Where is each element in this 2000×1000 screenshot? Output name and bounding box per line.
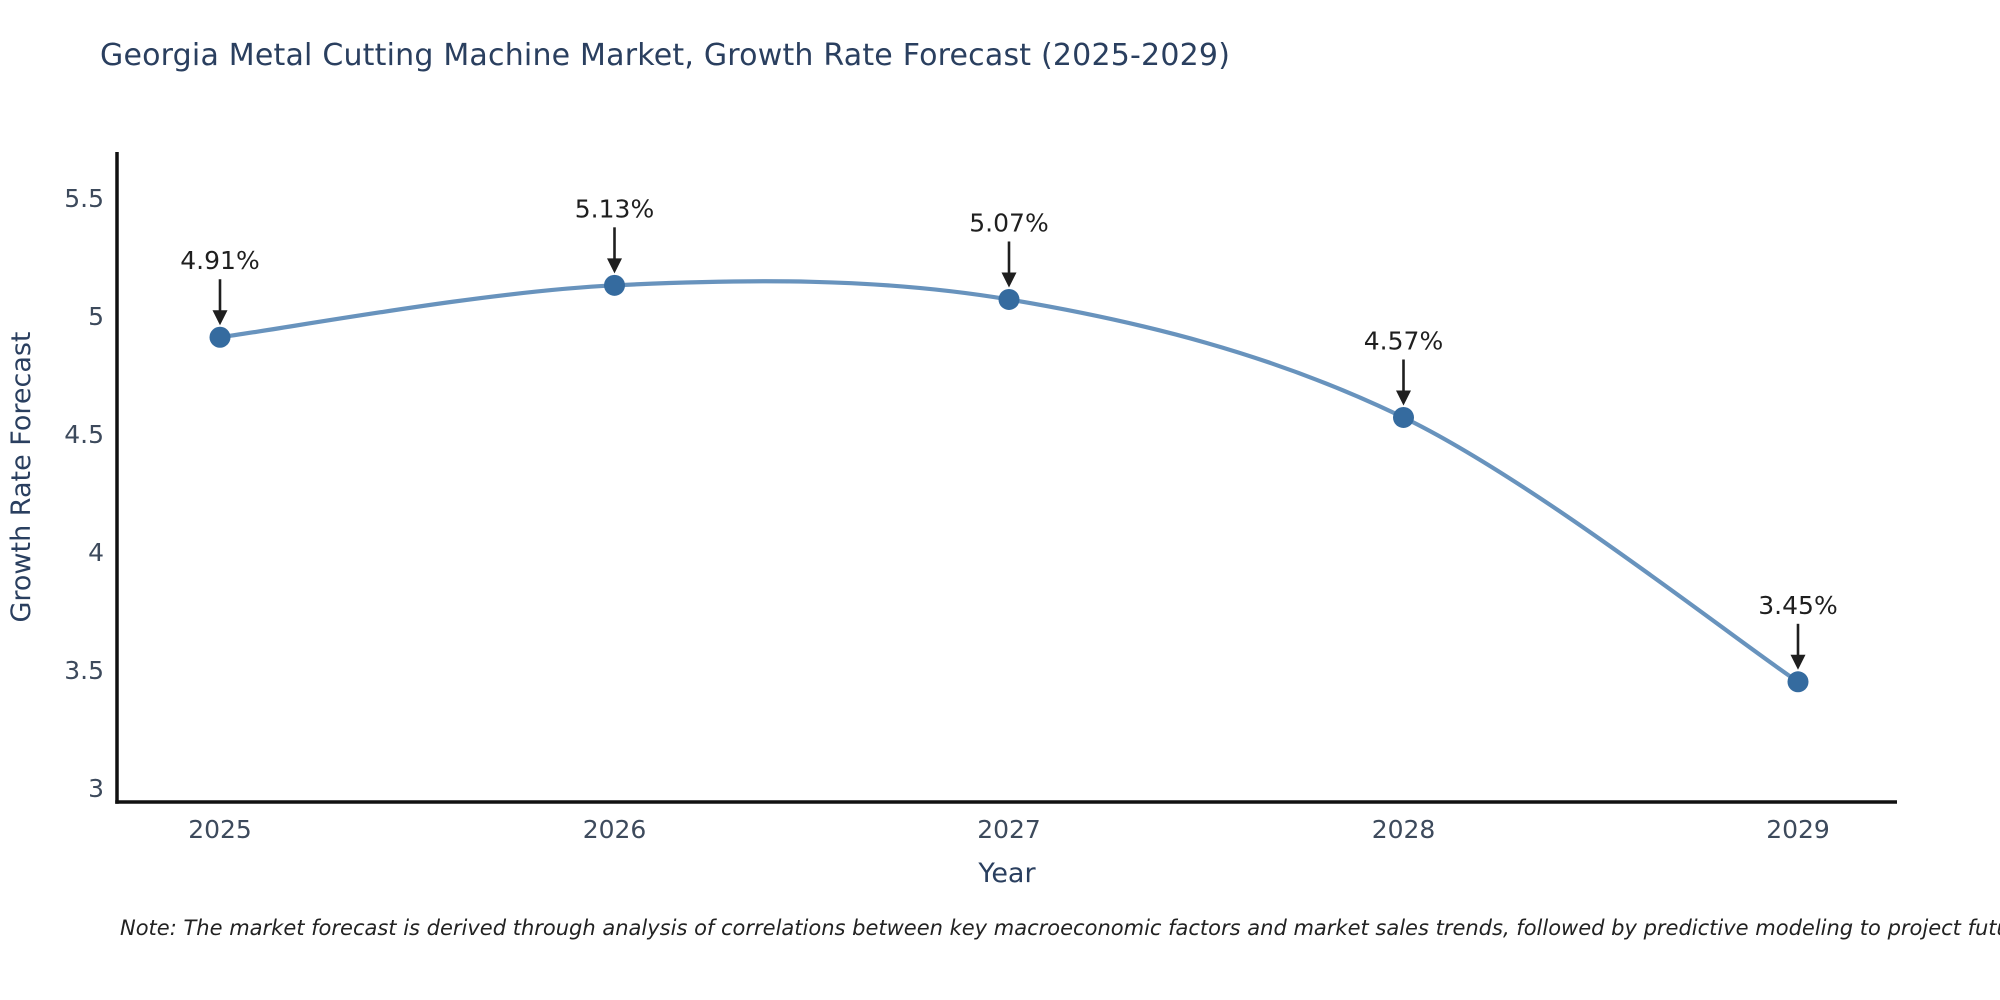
annotation-arrowhead-icon — [1396, 390, 1411, 406]
data-point-label: 4.57% — [1364, 326, 1443, 355]
y-tick-label: 5.5 — [64, 184, 104, 213]
data-point-label: 4.91% — [180, 246, 259, 275]
y-tick-label: 4.5 — [64, 420, 104, 449]
annotation-arrowhead-icon — [1790, 654, 1806, 670]
x-tick-label: 2029 — [1766, 815, 1830, 844]
y-tick-label: 3 — [88, 774, 104, 803]
y-axis-title: Growth Rate Forecast — [6, 331, 37, 622]
y-tick-label: 3.5 — [64, 656, 104, 685]
annotation-arrowhead-icon — [1001, 272, 1017, 288]
y-tick-label: 4 — [88, 538, 104, 567]
data-point-marker[interactable] — [604, 274, 625, 296]
data-point-label: 5.13% — [575, 194, 654, 223]
data-point-marker[interactable] — [1787, 671, 1809, 693]
x-tick-label: 2027 — [977, 815, 1041, 844]
data-point-label: 3.45% — [1758, 591, 1837, 620]
footnote-text: Note: The market forecast is derived thr… — [120, 916, 2000, 940]
data-point-label: 5.07% — [969, 208, 1048, 237]
x-axis-title: Year — [977, 858, 1036, 889]
annotation-arrowhead-icon — [607, 258, 622, 274]
data-point-marker[interactable] — [998, 288, 1020, 310]
x-tick-label: 2025 — [188, 815, 252, 844]
data-point-marker[interactable] — [1393, 406, 1414, 428]
y-tick-label: 5 — [88, 302, 104, 331]
data-point-marker[interactable] — [209, 326, 231, 348]
x-tick-label: 2026 — [583, 815, 647, 844]
forecast-line — [217, 279, 1801, 684]
chart-title: Georgia Metal Cutting Machine Market, Gr… — [100, 38, 1231, 73]
x-tick-label: 2028 — [1372, 815, 1436, 844]
annotation-arrowhead-icon — [212, 310, 228, 326]
